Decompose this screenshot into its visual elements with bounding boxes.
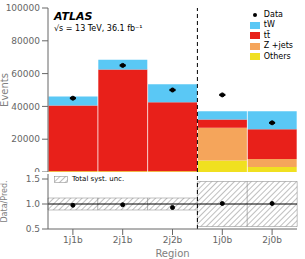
html-text:Total syst. unc.: Total syst. unc.	[72, 175, 125, 183]
svg-text:2j1b: 2j1b	[113, 235, 133, 245]
svg-text:0.5: 0.5	[26, 224, 40, 234]
svg-text:1j1b: 1j1b	[63, 235, 83, 245]
svg-text:60000: 60000	[11, 69, 40, 79]
svg-text:1.5: 1.5	[26, 174, 40, 184]
svg-text:0: 0	[34, 167, 40, 172]
html-text:tW: tW	[263, 20, 275, 30]
html-text:tt̄: tt̄	[263, 30, 271, 40]
svg-text:1j0b: 1j0b	[212, 235, 232, 245]
html-text:Data: Data	[263, 10, 283, 19]
svg-text:20000: 20000	[11, 134, 40, 144]
svg-text:40000: 40000	[11, 102, 40, 112]
svg-text:Data/Pred.: Data/Pred.	[8, 180, 9, 222]
html-text:Others: Others	[263, 51, 291, 61]
svg-text:1.0: 1.0	[26, 199, 41, 209]
svg-text:Events: Events	[8, 73, 10, 107]
svg-text:80000: 80000	[11, 36, 40, 46]
svg-text:2j0b: 2j0b	[262, 235, 282, 245]
html-text:Z +jets: Z +jets	[263, 41, 293, 51]
svg-text:100000: 100000	[8, 3, 40, 13]
svg-text:Region: Region	[155, 248, 189, 259]
svg-text:2j2b: 2j2b	[163, 235, 183, 245]
html-text:ATLAS: ATLAS	[54, 10, 93, 23]
html-text:√s = 13 TeV, 36.1 fb⁻¹: √s = 13 TeV, 36.1 fb⁻¹	[54, 23, 143, 33]
